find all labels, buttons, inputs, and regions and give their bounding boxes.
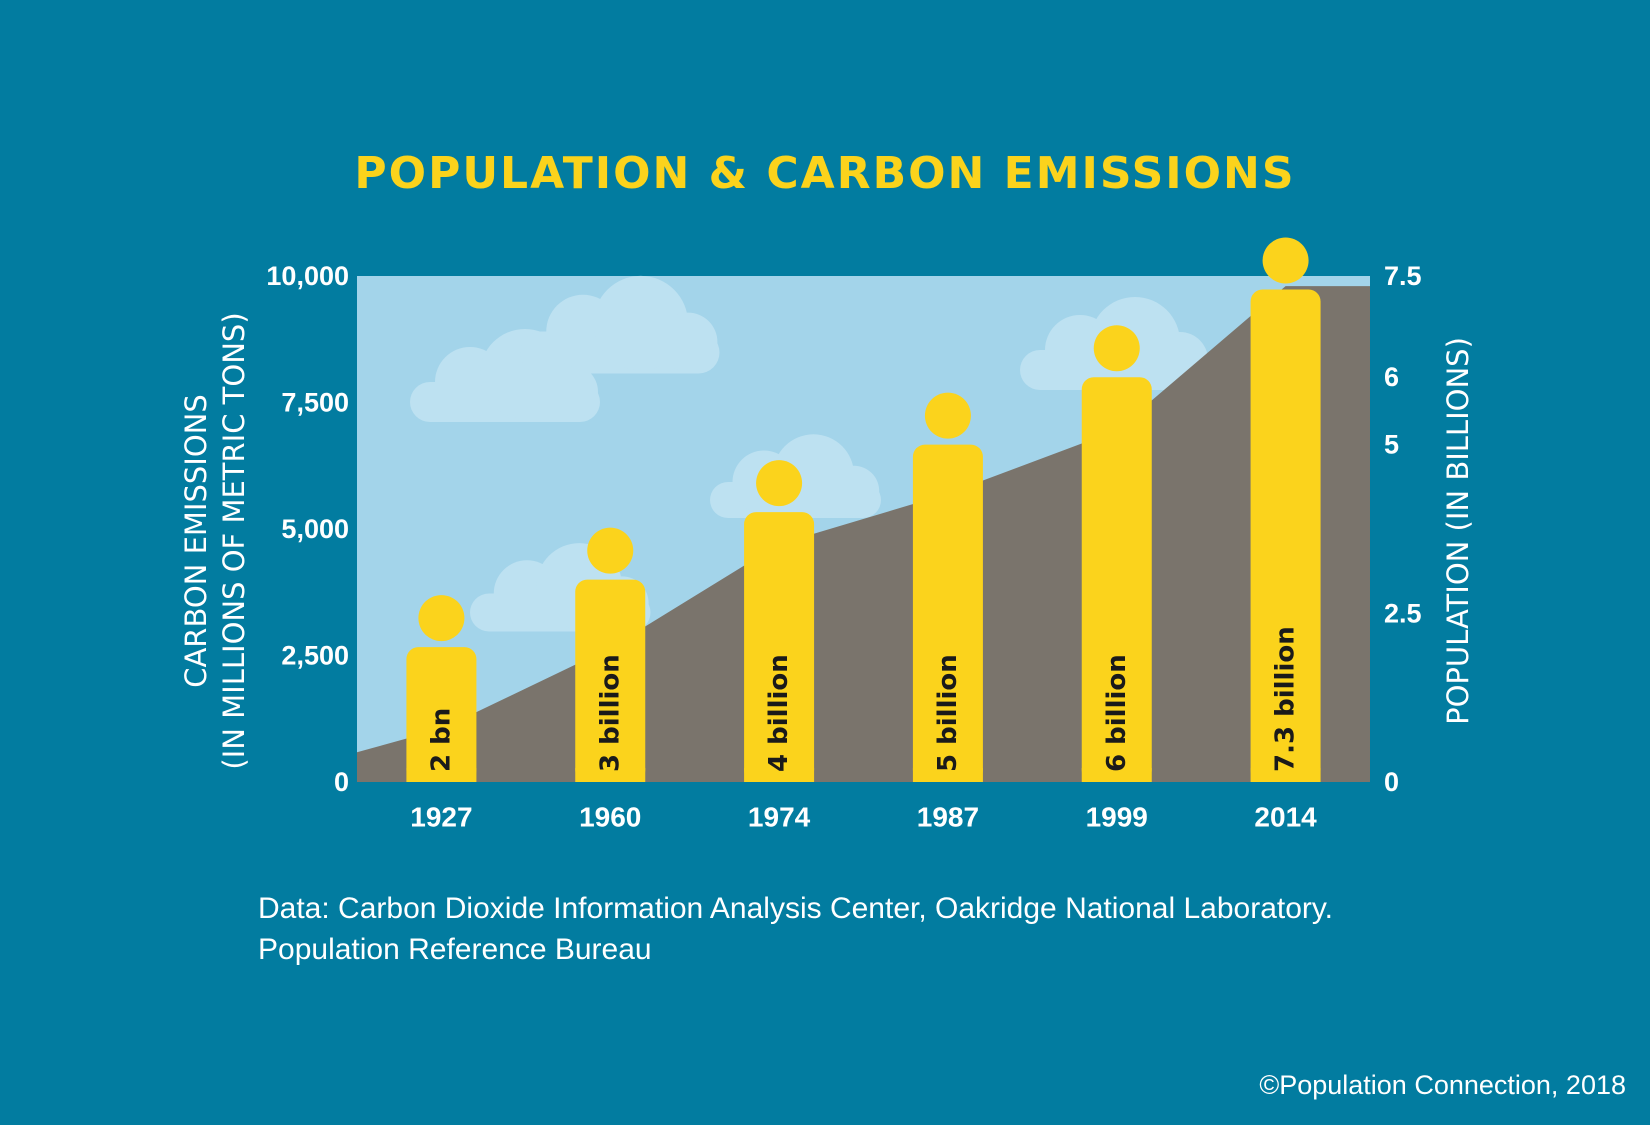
x-tick-label: 1960 [579, 802, 641, 833]
population-label: 6 billion [1102, 654, 1132, 772]
y2-axis-title: POPULATION (IN BILLIONS) [1441, 337, 1475, 725]
population-head [587, 527, 634, 574]
population-label: 3 billion [595, 654, 625, 772]
population-bar [744, 512, 815, 782]
copyright: ©Population Connection, 2018 [1259, 1070, 1626, 1100]
y-axis-title-line1: CARBON EMISSIONS [179, 394, 213, 688]
y-tick-label: 10,000 [266, 261, 349, 291]
population-head [924, 392, 971, 439]
y-tick-label: 5,000 [281, 514, 349, 544]
y2-tick-label: 7.5 [1384, 261, 1422, 291]
y2-tick-label: 2.5 [1384, 598, 1422, 628]
x-tick-label: 1987 [917, 802, 979, 833]
population-head [418, 595, 465, 642]
x-tick-label: 1999 [1086, 802, 1148, 833]
y-axis-title-line2: (IN MILLIONS OF METRIC TONS) [217, 312, 251, 769]
population-figure: 6 billion [1081, 325, 1152, 782]
x-tick-label: 2014 [1254, 802, 1317, 833]
population-bar [575, 579, 646, 782]
population-bar [1250, 289, 1321, 782]
chart-title: POPULATION & CARBON EMISSIONS [354, 148, 1296, 199]
population-label: 2 bn [426, 708, 456, 772]
population-label: 4 billion [764, 654, 794, 772]
y2-tick-label: 5 [1384, 430, 1399, 460]
population-head [756, 460, 803, 507]
x-tick-label: 1927 [410, 802, 472, 833]
source-note: Data: Carbon Dioxide Information Analysi… [258, 892, 1334, 966]
population-figure: 5 billion [912, 392, 983, 782]
population-figure: 7.3 billion [1250, 237, 1321, 782]
y-tick-label: 2,500 [281, 641, 349, 671]
population-head [1262, 237, 1309, 284]
y-tick-label: 0 [334, 767, 349, 797]
x-tick-label: 1974 [748, 802, 811, 833]
cloud [520, 275, 720, 374]
population-figure: 3 billion [575, 527, 646, 782]
population-figure: 2 bn [406, 595, 477, 782]
population-bar [912, 444, 983, 782]
population-label: 7.3 billion [1271, 626, 1301, 772]
population-head [1093, 325, 1140, 372]
y-tick-label: 7,500 [281, 388, 349, 418]
population-bar [1081, 377, 1152, 782]
y2-tick-label: 0 [1384, 767, 1399, 797]
population-figure: 4 billion [744, 460, 815, 782]
population-bar [406, 647, 477, 782]
population-label: 5 billion [933, 654, 963, 772]
y2-tick-label: 6 [1384, 362, 1399, 392]
